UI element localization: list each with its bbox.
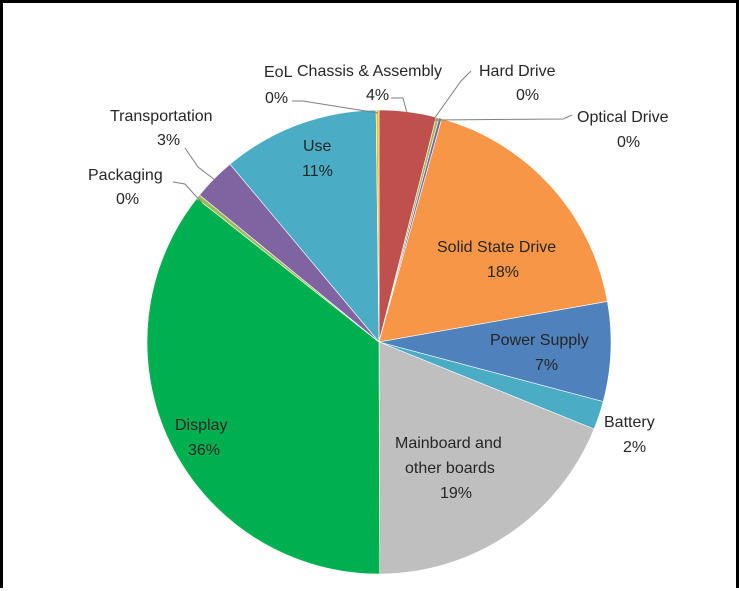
label-battery-name: Battery bbox=[604, 414, 655, 431]
label-mainboard-line1: Mainboard and bbox=[395, 435, 502, 452]
label-optical-drive-value: 0% bbox=[617, 134, 640, 151]
label-display-value: 36% bbox=[188, 442, 220, 459]
label-eol-value: 0% bbox=[265, 90, 288, 107]
pie-chart: EoL 0% Chassis & Assembly 4% Hard Drive … bbox=[88, 63, 669, 575]
label-ssd-name: Solid State Drive bbox=[437, 239, 556, 256]
slice-use bbox=[229, 109, 380, 343]
label-optical-drive-name: Optical Drive bbox=[577, 109, 669, 126]
label-chassis-name: Chassis & Assembly bbox=[297, 63, 442, 80]
label-packaging-name: Packaging bbox=[88, 167, 163, 184]
label-eol-name: EoL bbox=[264, 64, 293, 81]
label-mainboard-line2: other boards bbox=[405, 460, 495, 477]
leader-packaging bbox=[172, 181, 203, 204]
label-transportation-name: Transportation bbox=[110, 108, 213, 125]
label-mainboard-value: 19% bbox=[440, 485, 472, 502]
pie-slices bbox=[146, 109, 612, 575]
label-power-supply-value: 7% bbox=[535, 357, 558, 374]
label-use-value: 11% bbox=[302, 163, 333, 180]
leader-lines bbox=[172, 70, 573, 204]
leader-hard-drive bbox=[433, 70, 472, 120]
leader-eol bbox=[292, 100, 379, 114]
leader-transportation bbox=[184, 147, 216, 181]
label-chassis-value: 4% bbox=[366, 87, 389, 104]
label-use-name: Use bbox=[303, 138, 332, 155]
label-hard-drive-value: 0% bbox=[516, 87, 539, 104]
label-ssd-value: 18% bbox=[487, 264, 519, 281]
label-battery-value: 2% bbox=[623, 439, 646, 456]
leader-optical-drive bbox=[434, 114, 573, 121]
leader-chassis bbox=[391, 97, 408, 114]
label-packaging-value: 0% bbox=[116, 191, 139, 208]
slice-solid-state-drive bbox=[378, 118, 608, 343]
label-hard-drive-name: Hard Drive bbox=[479, 63, 556, 80]
label-power-supply-name: Power Supply bbox=[490, 332, 589, 349]
slice-eol bbox=[375, 109, 380, 343]
slice-display bbox=[146, 197, 381, 575]
label-transportation-value: 3% bbox=[157, 132, 180, 149]
label-display-name: Display bbox=[175, 417, 227, 434]
slice-mainboard-and-other-boards bbox=[378, 341, 595, 575]
